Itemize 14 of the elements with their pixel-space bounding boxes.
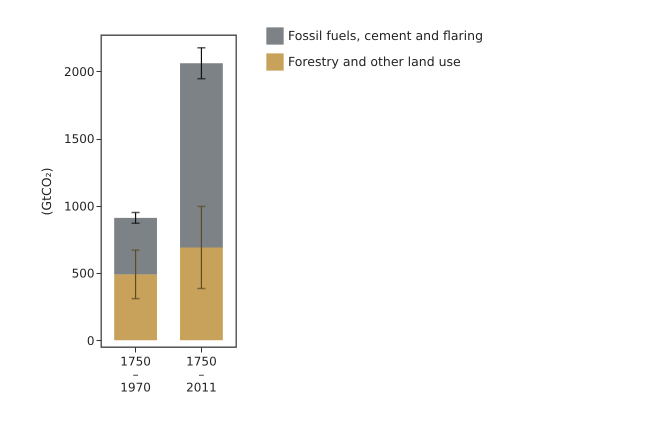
x-tick-label: 1750 – 2011 <box>186 354 217 394</box>
bar <box>180 63 223 248</box>
y-tick-label: 2000 <box>64 64 94 79</box>
y-tick-label: 1500 <box>64 132 94 146</box>
y-axis-title: (GtCO₂) <box>38 168 54 216</box>
y-tick-label: 0 <box>86 334 94 348</box>
y-tick-label: 500 <box>72 266 94 281</box>
legend-label: Fossil fuels, cement and flaring <box>288 28 484 43</box>
x-tick-label: 1750 – 1970 <box>120 354 151 394</box>
bar <box>114 218 157 274</box>
bar <box>114 274 157 340</box>
legend-label: Forestry and other land use <box>288 54 462 69</box>
y-tick-label: 1000 <box>64 199 94 214</box>
bar <box>180 247 223 340</box>
